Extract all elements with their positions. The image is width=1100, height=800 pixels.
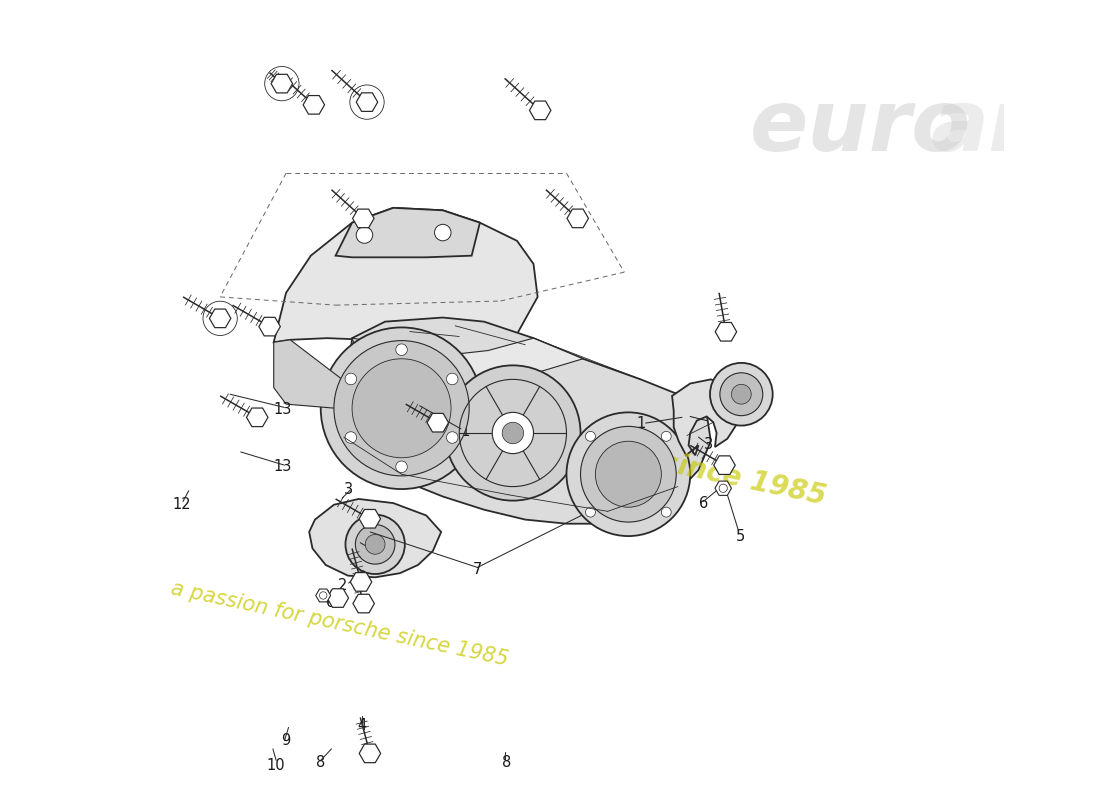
- Circle shape: [447, 432, 458, 443]
- Polygon shape: [271, 74, 293, 93]
- Circle shape: [396, 344, 407, 355]
- Text: euro: euro: [749, 86, 971, 170]
- Polygon shape: [336, 208, 480, 258]
- Polygon shape: [672, 379, 739, 455]
- Circle shape: [334, 341, 470, 476]
- Text: 8: 8: [502, 754, 510, 770]
- Polygon shape: [356, 93, 377, 111]
- Polygon shape: [304, 95, 324, 114]
- Text: 11: 11: [452, 424, 471, 439]
- Polygon shape: [529, 101, 551, 120]
- Polygon shape: [715, 481, 732, 495]
- Circle shape: [355, 525, 395, 564]
- Polygon shape: [274, 340, 342, 408]
- Circle shape: [345, 432, 356, 443]
- Circle shape: [345, 373, 356, 385]
- Circle shape: [719, 373, 762, 416]
- Text: 2: 2: [339, 578, 348, 593]
- Polygon shape: [274, 208, 538, 354]
- Polygon shape: [327, 589, 349, 607]
- Circle shape: [447, 373, 458, 385]
- Text: 13: 13: [274, 402, 292, 417]
- Text: 6: 6: [326, 594, 336, 610]
- Text: 5: 5: [736, 529, 745, 543]
- Circle shape: [356, 227, 373, 243]
- Circle shape: [661, 507, 671, 517]
- Polygon shape: [350, 573, 372, 591]
- Polygon shape: [336, 318, 711, 524]
- Circle shape: [503, 422, 524, 444]
- Text: ars: ars: [931, 86, 1082, 170]
- Text: 13: 13: [274, 459, 292, 474]
- Polygon shape: [715, 322, 737, 341]
- Circle shape: [365, 534, 385, 554]
- Polygon shape: [566, 209, 588, 228]
- Text: 3: 3: [704, 437, 713, 452]
- Circle shape: [661, 431, 671, 442]
- Text: 1: 1: [636, 417, 646, 431]
- Text: 10: 10: [267, 758, 286, 773]
- Polygon shape: [352, 338, 583, 379]
- Polygon shape: [258, 318, 280, 336]
- Text: 3: 3: [344, 482, 353, 498]
- Text: 4: 4: [358, 718, 366, 734]
- Polygon shape: [246, 408, 268, 426]
- Text: 6: 6: [698, 495, 708, 510]
- Circle shape: [321, 327, 483, 489]
- Polygon shape: [209, 309, 231, 328]
- Circle shape: [585, 431, 595, 442]
- Circle shape: [732, 384, 751, 404]
- Circle shape: [595, 442, 661, 507]
- Polygon shape: [427, 414, 449, 432]
- Circle shape: [396, 461, 407, 473]
- Polygon shape: [353, 209, 374, 228]
- Circle shape: [345, 514, 405, 574]
- Polygon shape: [359, 510, 381, 528]
- Text: 7: 7: [473, 562, 482, 578]
- Text: 8: 8: [316, 754, 326, 770]
- Circle shape: [434, 224, 451, 241]
- Circle shape: [446, 366, 581, 501]
- Text: a passion for porsche since 1985: a passion for porsche since 1985: [169, 578, 510, 670]
- Circle shape: [352, 358, 451, 458]
- Polygon shape: [353, 594, 374, 613]
- Circle shape: [710, 363, 772, 426]
- Polygon shape: [714, 456, 735, 474]
- Polygon shape: [360, 744, 381, 762]
- Circle shape: [585, 507, 595, 517]
- Circle shape: [581, 426, 676, 522]
- Polygon shape: [316, 589, 331, 602]
- Text: since 1985: since 1985: [659, 449, 828, 511]
- Text: 9: 9: [282, 733, 290, 748]
- Text: 5: 5: [364, 543, 373, 558]
- Circle shape: [566, 412, 690, 536]
- Polygon shape: [309, 499, 441, 578]
- Text: 12: 12: [172, 498, 190, 512]
- Circle shape: [493, 412, 534, 454]
